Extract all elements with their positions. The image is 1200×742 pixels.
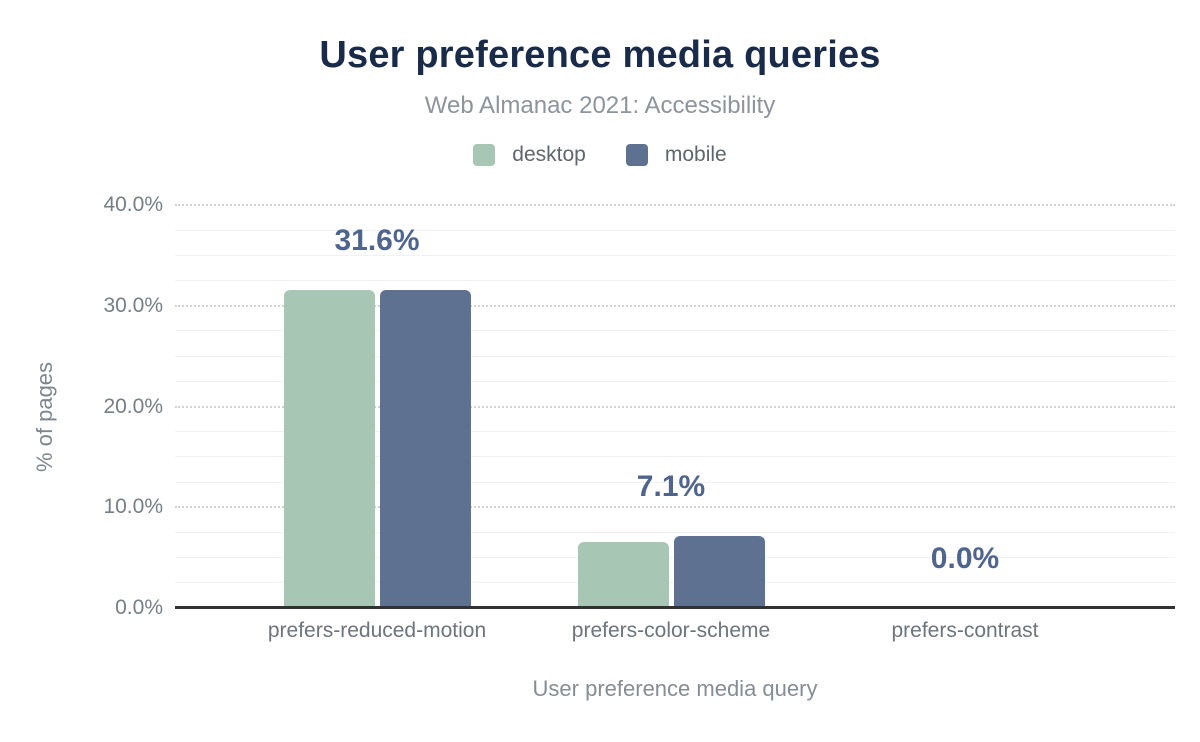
gridline-major (175, 304, 1175, 307)
gridline-major (175, 204, 1175, 206)
legend-item-desktop: desktop (473, 143, 586, 167)
bar-desktop-prefers-color-scheme (577, 541, 669, 608)
legend-item-mobile: mobile (625, 143, 727, 167)
gridline-minor (175, 380, 1175, 382)
x-tick-label: prefers-contrast (891, 619, 1039, 642)
y-tick-label: 30.0% (103, 293, 163, 317)
x-tick-label: prefers-color-scheme (571, 619, 771, 642)
bar-desktop-prefers-reduced-motion (283, 289, 375, 608)
gridline-minor (175, 229, 1175, 231)
gridline-major (175, 506, 1175, 509)
gridline-minor (175, 481, 1175, 483)
legend-label: mobile (664, 143, 727, 166)
bar-mobile-prefers-color-scheme (673, 536, 765, 608)
x-axis-line (175, 606, 1175, 609)
bar-mobile-prefers-reduced-motion (379, 289, 471, 608)
legend-swatch-desktop (473, 144, 496, 166)
gridline-minor (175, 355, 1175, 357)
bar-value-label: 7.1% (636, 470, 706, 504)
gridline-major (175, 405, 1175, 408)
x-tick-label: prefers-reduced-motion (267, 619, 487, 642)
y-tick-label: 10.0% (103, 495, 163, 519)
legend-label: desktop (512, 143, 586, 166)
y-tick-label: 20.0% (103, 394, 163, 418)
gridline-minor (175, 254, 1175, 256)
x-axis-title: User preference media query (532, 676, 818, 701)
chart-subtitle: Web Almanac 2021: Accessibility (424, 92, 776, 119)
bar-value-label: 31.6% (334, 223, 420, 257)
y-tick-label: 40.0% (103, 193, 163, 216)
gridline-minor (175, 431, 1175, 433)
bar-value-label: 0.0% (930, 542, 1000, 575)
legend-swatch-mobile (625, 144, 648, 166)
gridline-minor (175, 531, 1175, 533)
chart-title: User preference media queries (319, 34, 881, 76)
gridline-minor (175, 280, 1175, 282)
legend: desktop mobile (0, 143, 1200, 167)
y-tick-label: 0.0% (115, 596, 163, 619)
gridline-minor (175, 330, 1175, 332)
gridline-minor (175, 456, 1175, 458)
